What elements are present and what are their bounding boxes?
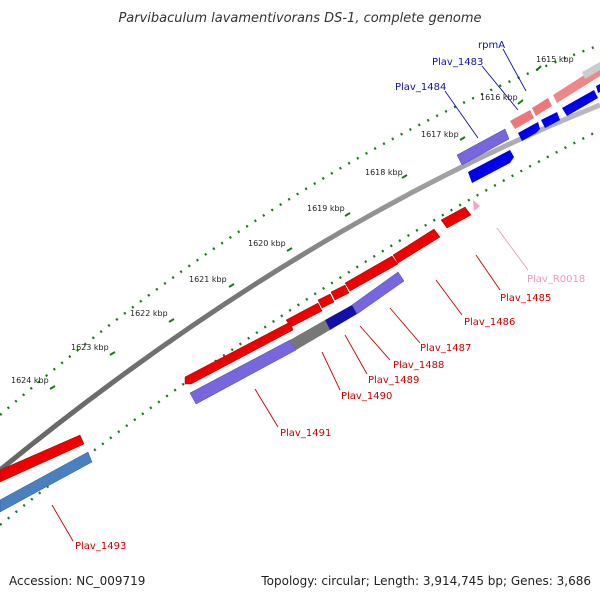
gene-plav-1489[interactable] <box>317 293 335 309</box>
gene-plav-1491-fwd[interactable] <box>184 321 294 385</box>
gene-label-plav-r0018[interactable]: Plav_R0018 <box>527 274 585 285</box>
gene-plav-1486[interactable] <box>392 228 441 264</box>
gene-label-plav-1484[interactable]: Plav_1484 <box>395 82 446 93</box>
gene-plav-1490-rev[interactable] <box>290 320 330 350</box>
tick-label-1618: 1618 kbp <box>365 168 403 177</box>
gene-plav-1488-rev[interactable] <box>351 271 405 315</box>
accession-text: Accession: NC_009719 <box>9 574 146 588</box>
gene-label-plav-1488[interactable]: Plav_1488 <box>393 360 444 371</box>
gene-plav-1489-rev[interactable] <box>325 305 357 330</box>
gene-rpma[interactable] <box>541 112 560 128</box>
tick-label-1622: 1622 kbp <box>130 309 168 318</box>
forward-strand-genes <box>0 65 600 483</box>
gene-right-edge-grey[interactable] <box>582 62 600 79</box>
reverse-strand-genes <box>0 62 600 513</box>
gene-label-plav-1490[interactable]: Plav_1490 <box>341 391 392 402</box>
major-ticks <box>49 65 542 390</box>
tick-label-1616: 1616 kbp <box>480 93 518 102</box>
genome-summary-text: Topology: circular; Length: 3,914,745 bp… <box>261 574 591 588</box>
gene-labels: rpmA Plav_1483 Plav_1484 Plav_R0018 Plav… <box>75 40 585 552</box>
gene-plav-1484[interactable] <box>456 128 510 166</box>
tick-label-1619: 1619 kbp <box>307 204 345 213</box>
gene-plav-1483-fwd[interactable] <box>532 98 552 116</box>
gene-plav-r0018[interactable] <box>473 200 480 211</box>
tick-label-1620: 1620 kbp <box>248 239 286 248</box>
tick-label-1623: 1623 kbp <box>71 343 109 352</box>
gene-plav-1488[interactable] <box>330 284 350 301</box>
tick-label-1617: 1617 kbp <box>421 130 459 139</box>
label-leaders <box>51 48 529 542</box>
tick-labels: 1615 kbp 1616 kbp 1617 kbp 1618 kbp 1619… <box>11 55 574 385</box>
tick-label-1621: 1621 kbp <box>189 275 227 284</box>
gene-rpma-region-fwd[interactable] <box>510 110 534 129</box>
map-title: Parvibaculum lavamentivorans DS-1, compl… <box>118 11 481 26</box>
gene-label-plav-1486[interactable]: Plav_1486 <box>464 317 515 328</box>
gene-plav-1493-rev[interactable] <box>0 451 93 513</box>
gene-label-plav-1487[interactable]: Plav_1487 <box>420 343 471 354</box>
gene-label-plav-1483[interactable]: Plav_1483 <box>432 57 483 68</box>
gene-plav-1490[interactable] <box>285 302 323 328</box>
tick-label-1615: 1615 kbp <box>536 55 574 64</box>
gene-plav-1487[interactable] <box>344 255 399 292</box>
gene-plav-1485[interactable] <box>440 206 472 229</box>
gene-label-plav-1489[interactable]: Plav_1489 <box>368 375 419 386</box>
gene-label-plav-1491[interactable]: Plav_1491 <box>280 428 331 439</box>
genome-backbone <box>0 102 600 472</box>
gene-label-plav-1485[interactable]: Plav_1485 <box>500 293 551 304</box>
gene-label-rpma[interactable]: rpmA <box>478 40 505 51</box>
tick-label-1624: 1624 kbp <box>11 376 49 385</box>
gene-label-plav-1493[interactable]: Plav_1493 <box>75 541 126 552</box>
outer-tick-ring <box>0 43 600 416</box>
gene-plav-1493[interactable] <box>0 434 85 483</box>
gene-right-edge-rev-b[interactable] <box>596 84 600 93</box>
gene-right-edge-rev[interactable] <box>562 90 598 116</box>
gene-plav-1484b[interactable] <box>468 150 514 183</box>
gene-plav-1483[interactable] <box>518 122 540 141</box>
